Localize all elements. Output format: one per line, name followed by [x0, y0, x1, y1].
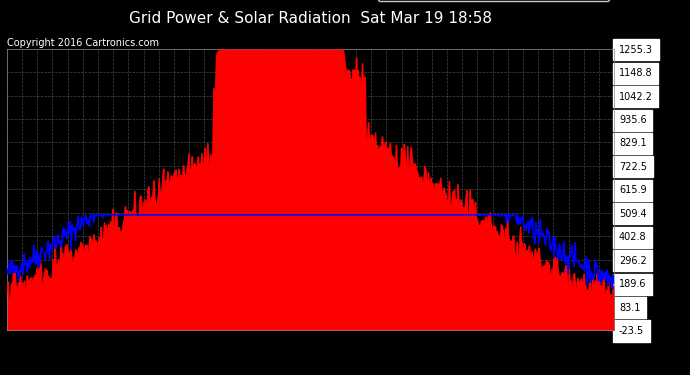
- Text: Copyright 2016 Cartronics.com: Copyright 2016 Cartronics.com: [7, 38, 159, 48]
- Legend: Radiation (w/m2), Grid (AC Watts): Radiation (w/m2), Grid (AC Watts): [378, 0, 609, 1]
- Text: Grid Power & Solar Radiation  Sat Mar 19 18:58: Grid Power & Solar Radiation Sat Mar 19 …: [129, 11, 492, 26]
